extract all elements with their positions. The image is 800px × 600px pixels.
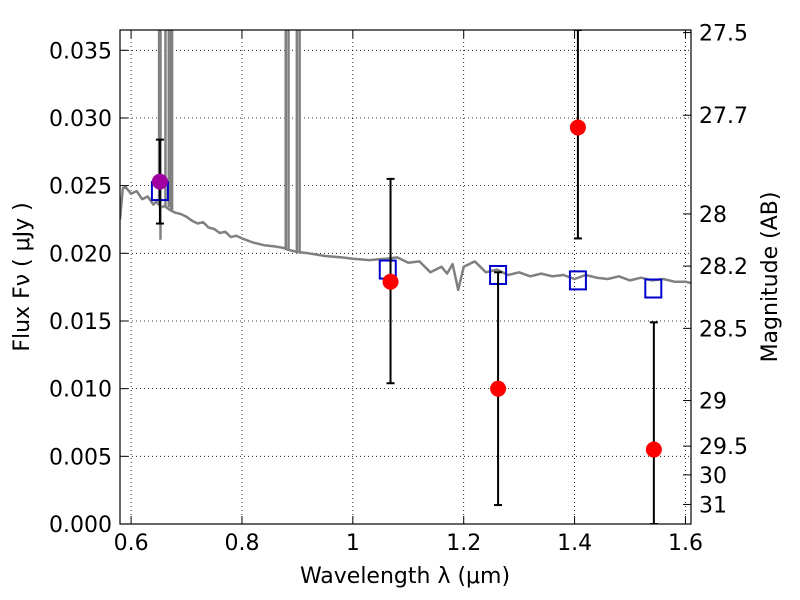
observed-flux-point <box>569 119 586 136</box>
magnitude-tick-label: 28.5 <box>699 317 748 342</box>
observed-flux-point <box>645 441 662 458</box>
y-axis-label: Flux Fν ( μJy ) <box>10 202 35 351</box>
magnitude-tick-label: 27.7 <box>699 104 748 129</box>
observed-flux-point <box>382 273 399 290</box>
magnitude-axis-label: Magnitude (AB) <box>758 192 783 363</box>
magnitude-tick-label: 31 <box>699 493 727 518</box>
x-tick-label: 1.2 <box>446 531 481 556</box>
y-tick-label: 0.035 <box>49 39 112 64</box>
model-band-flux-marker <box>568 270 587 291</box>
plot-area <box>120 30 691 524</box>
x-axis-label: Wavelength λ (μm) <box>300 564 510 589</box>
magnitude-tick-label: 28 <box>699 203 727 228</box>
x-tick-label: 1 <box>346 531 360 556</box>
plot-frame <box>119 29 692 525</box>
x-tick-label: 1.6 <box>668 531 703 556</box>
x-tick-label: 0.8 <box>224 531 259 556</box>
x-tick-label: 0.6 <box>114 531 149 556</box>
y-tick-label: 0.025 <box>49 175 112 200</box>
x-axis: 0.6 0.8 1 1.2 1.4 1.6 <box>114 30 703 556</box>
magnitude-tick-label: 29 <box>699 390 727 415</box>
y-axis: 0.000 0.005 0.010 0.015 0.020 0.025 0.030 0.035 <box>49 39 128 538</box>
y-tick-label: 0.030 <box>49 107 112 132</box>
magnitude-tick-label: 29.5 <box>699 435 748 460</box>
magnitude-tick-label: 27.5 <box>699 22 748 47</box>
model-band-flux-marker <box>644 278 663 299</box>
y-tick-label: 0.000 <box>49 513 112 538</box>
magnitude-tick-label: 28.2 <box>699 255 748 280</box>
magnitude-tick-label: 30 <box>699 464 727 489</box>
y-tick-label: 0.010 <box>49 378 112 403</box>
x-tick-label: 1.4 <box>557 531 592 556</box>
y-tick-label: 0.005 <box>49 445 112 470</box>
observed-flux-point <box>151 173 168 190</box>
y-tick-label: 0.020 <box>49 242 112 267</box>
magnitude-axis: 27.5 27.7 28 28.2 28.5 29 29.5 30 31 <box>683 22 748 518</box>
observed-flux-point <box>490 380 507 397</box>
y-tick-label: 0.015 <box>49 310 112 335</box>
